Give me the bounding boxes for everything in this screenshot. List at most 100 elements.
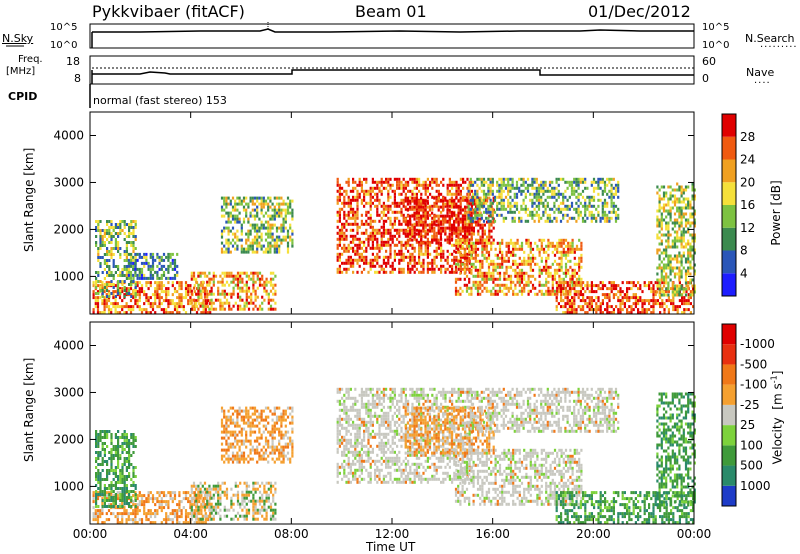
power-cell [635, 293, 637, 296]
power-cell [99, 235, 101, 238]
power-cell [505, 178, 507, 181]
power-cell [135, 259, 137, 262]
power-cell [389, 253, 391, 256]
power-cell [211, 287, 213, 290]
power-cell [490, 208, 492, 211]
power-cell [372, 259, 374, 262]
power-cell [267, 203, 269, 206]
velocity-cell [148, 518, 150, 521]
power-cell [507, 184, 509, 187]
power-cell [352, 250, 354, 253]
power-cell [213, 281, 215, 284]
power-cell [442, 218, 444, 221]
power-cell [170, 299, 172, 302]
power-cell [270, 308, 272, 311]
power-cell [374, 232, 376, 235]
power-cell [124, 286, 126, 289]
velocity-cell [150, 515, 152, 518]
power-cell [245, 248, 247, 251]
power-cell [383, 232, 385, 235]
power-cell [411, 239, 413, 242]
power-cell [287, 248, 289, 251]
power-cell [672, 207, 674, 210]
velocity-cell [148, 509, 150, 512]
power-cell [681, 296, 683, 299]
power-cell [481, 290, 483, 293]
power-cell [263, 206, 265, 209]
power-cell [283, 221, 285, 224]
power-cell [267, 215, 269, 218]
power-cell [156, 293, 158, 296]
power-cell [385, 214, 387, 217]
power-cell [451, 184, 453, 187]
power-cell [213, 278, 215, 281]
power-cell [130, 256, 132, 259]
power-cell [582, 308, 584, 311]
power-cell [659, 288, 661, 291]
power-cell [521, 263, 523, 266]
power-cell [438, 268, 440, 271]
power-cell [670, 267, 672, 270]
power-cell [255, 281, 257, 284]
power-cell [482, 224, 484, 227]
power-cell [424, 230, 426, 233]
power-cell [509, 184, 511, 187]
power-cell [376, 184, 378, 187]
power-cell [359, 259, 361, 262]
power-cell [517, 272, 519, 275]
power-cell [161, 281, 163, 284]
power-cell [370, 223, 372, 226]
power-cell [343, 226, 345, 229]
power-cell [274, 197, 276, 200]
power-cell [674, 273, 676, 276]
velocity-cell [137, 503, 139, 506]
power-cell [683, 267, 685, 270]
power-cell [473, 266, 475, 269]
power-cell [687, 186, 689, 189]
power-cell [427, 187, 429, 190]
power-cell [573, 302, 575, 305]
power-cell [403, 232, 405, 235]
power-cell [591, 284, 593, 287]
power-cell [562, 193, 564, 196]
power-cell [226, 293, 228, 296]
power-cell [394, 199, 396, 202]
power-cell [482, 242, 484, 245]
power-cell [385, 271, 387, 274]
power-cell [573, 190, 575, 193]
power-cell [442, 184, 444, 187]
power-cell [285, 215, 287, 218]
power-cell [132, 226, 134, 229]
power-cell [457, 242, 459, 245]
power-cell [414, 178, 416, 181]
power-cell [167, 305, 169, 308]
power-cell [545, 184, 547, 187]
power-cell [99, 220, 101, 223]
power-cell [497, 266, 499, 269]
power-cell [657, 302, 659, 305]
power-cell [606, 302, 608, 305]
power-cell [582, 281, 584, 284]
velocity-cell [106, 491, 108, 494]
power-cell [563, 278, 565, 281]
power-cell [572, 245, 574, 248]
power-cell [628, 305, 630, 308]
power-cell [425, 193, 427, 196]
power-cell [672, 296, 674, 299]
power-cell [602, 299, 604, 302]
power-cell [474, 196, 476, 199]
power-cell [543, 284, 545, 287]
power-cell [528, 263, 530, 266]
power-cell [352, 181, 354, 184]
power-cell [556, 220, 558, 223]
power-cell [486, 278, 488, 281]
power-cell [488, 290, 490, 293]
power-cell [481, 275, 483, 278]
power-cell [451, 200, 453, 203]
power-cell [674, 189, 676, 192]
power-cell [659, 195, 661, 198]
power-cell [372, 178, 374, 181]
power-cell [181, 284, 183, 287]
power-cell [189, 296, 191, 299]
